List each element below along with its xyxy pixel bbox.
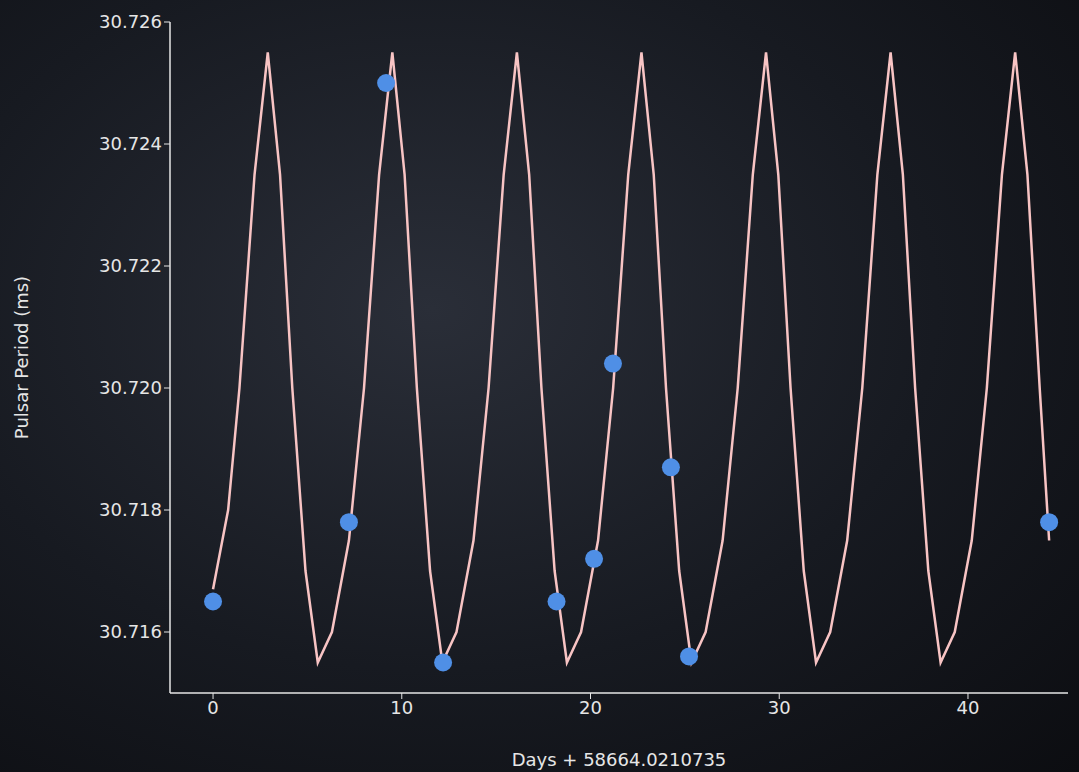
svg-text:30.720: 30.720	[99, 377, 162, 398]
svg-text:40: 40	[957, 697, 980, 718]
svg-text:30.726: 30.726	[99, 11, 162, 32]
svg-text:20: 20	[579, 697, 602, 718]
svg-text:30.722: 30.722	[99, 255, 162, 276]
svg-text:Pulsar Period (ms): Pulsar Period (ms)	[11, 276, 32, 439]
svg-text:30.724: 30.724	[99, 133, 162, 154]
svg-text:Days + 58664.0210735: Days + 58664.0210735	[512, 749, 727, 770]
svg-text:0: 0	[207, 697, 218, 718]
svg-text:30: 30	[768, 697, 791, 718]
svg-text:30.718: 30.718	[99, 499, 162, 520]
svg-text:30.716: 30.716	[99, 621, 162, 642]
svg-text:10: 10	[390, 697, 413, 718]
